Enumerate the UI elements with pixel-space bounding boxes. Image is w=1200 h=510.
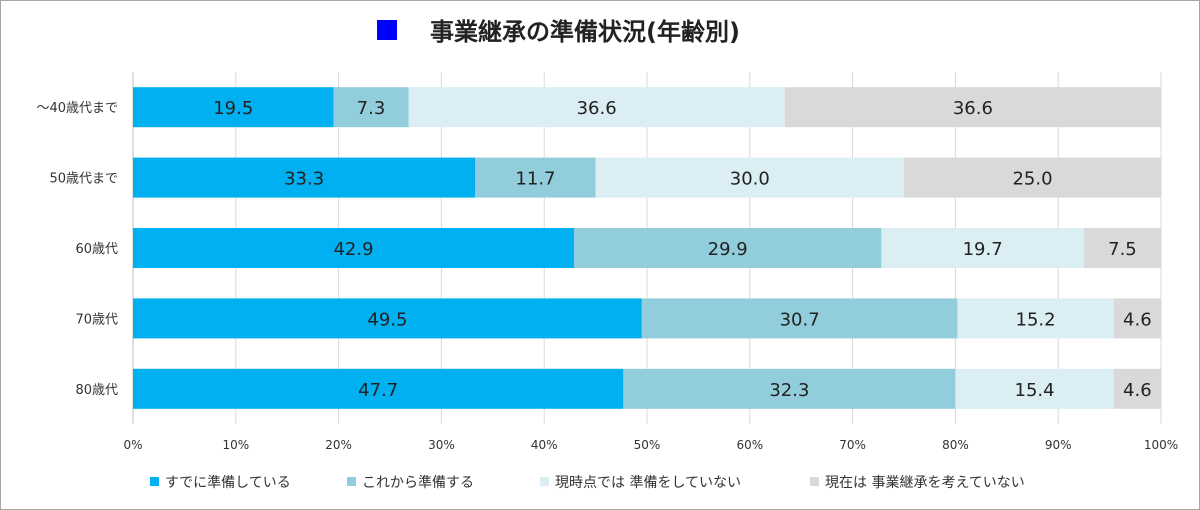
data-label: 7.3 bbox=[357, 98, 386, 119]
x-tick-label: 50% bbox=[634, 438, 661, 452]
bar-segment bbox=[784, 87, 1161, 128]
x-tick-label: 40% bbox=[531, 438, 558, 452]
data-label: 32.3 bbox=[769, 380, 809, 401]
bar-segment bbox=[133, 298, 642, 339]
legend-label: これから準備する bbox=[362, 475, 474, 491]
data-label: 42.9 bbox=[333, 239, 373, 260]
bar-segment bbox=[904, 157, 1161, 198]
data-label: 49.5 bbox=[367, 309, 407, 330]
title-marker bbox=[377, 20, 397, 40]
bar-segment bbox=[623, 368, 956, 409]
category-label: 70歳代 bbox=[75, 312, 118, 327]
bar-segment bbox=[133, 368, 624, 409]
legend-label: すでに準備している bbox=[165, 475, 291, 491]
data-label: 36.6 bbox=[577, 98, 617, 119]
data-label: 33.3 bbox=[284, 169, 324, 190]
bar-segment bbox=[408, 87, 785, 128]
x-tick-label: 80% bbox=[942, 438, 969, 452]
data-label: 15.2 bbox=[1016, 309, 1056, 330]
x-tick-label: 100% bbox=[1144, 438, 1178, 452]
legend-swatch bbox=[810, 477, 819, 486]
data-label: 11.7 bbox=[515, 169, 555, 190]
data-label: 4.6 bbox=[1123, 380, 1152, 401]
data-label: 7.5 bbox=[1108, 239, 1137, 260]
chart-title: 事業継承の準備状況(年齢別) bbox=[430, 18, 740, 46]
data-label: 19.5 bbox=[213, 98, 253, 119]
bar-segment bbox=[1113, 368, 1161, 409]
category-label: 80歳代 bbox=[75, 383, 118, 398]
x-tick-label: 0% bbox=[123, 438, 142, 452]
legend-swatch bbox=[347, 477, 356, 486]
bar-segment bbox=[955, 368, 1114, 409]
y-axis-labels: ～40歳代まで 50歳代まで 60歳代 70歳代 80歳代 bbox=[36, 101, 118, 398]
bar-segment bbox=[133, 157, 476, 198]
x-tick-label: 20% bbox=[325, 438, 352, 452]
data-label: 15.4 bbox=[1015, 380, 1055, 401]
legend-item: 現在は 事業継承を考えていない bbox=[810, 475, 1025, 491]
bar-segment bbox=[133, 228, 575, 268]
x-tick-label: 60% bbox=[736, 438, 763, 452]
bar-segment bbox=[595, 157, 904, 198]
x-tick-label: 10% bbox=[222, 438, 249, 452]
data-label: 47.7 bbox=[358, 380, 398, 401]
bar-segment bbox=[333, 87, 409, 128]
data-label: 29.9 bbox=[708, 239, 748, 260]
bar-segment bbox=[641, 298, 958, 339]
bar-segment bbox=[957, 298, 1114, 339]
chart-title-group: 事業継承の準備状況(年齢別) bbox=[377, 18, 740, 46]
data-label: 25.0 bbox=[1012, 169, 1052, 190]
legend-label: 現在は 事業継承を考えていない bbox=[825, 475, 1025, 491]
bar-segment bbox=[475, 157, 596, 198]
bar-segment bbox=[881, 228, 1084, 268]
data-label: 19.7 bbox=[963, 239, 1003, 260]
category-label: 60歳代 bbox=[75, 242, 118, 257]
legend-swatch bbox=[150, 477, 159, 486]
legend: すでに準備している これから準備する 現時点では 準備をしていない 現在は 事業継承を… bbox=[150, 475, 1025, 491]
x-tick-label: 70% bbox=[839, 438, 866, 452]
legend-item: すでに準備している bbox=[150, 475, 291, 491]
bar-segment bbox=[1113, 298, 1161, 339]
legend-label: 現時点では 準備をしていない bbox=[555, 475, 741, 491]
x-tick-label: 30% bbox=[428, 438, 455, 452]
legend-item: これから準備する bbox=[347, 475, 474, 491]
legend-item: 現時点では 準備をしていない bbox=[540, 475, 741, 491]
data-label: 4.6 bbox=[1123, 309, 1152, 330]
bar-segment bbox=[574, 228, 882, 268]
bars: 19.5 7.3 36.6 36.6 33.3 11.7 30.0 25.0 42.9 29.9 1… bbox=[133, 87, 1161, 409]
legend-swatch bbox=[540, 477, 549, 486]
data-label: 36.6 bbox=[953, 98, 993, 119]
x-tick-label: 90% bbox=[1045, 438, 1072, 452]
bar-segment bbox=[133, 87, 334, 128]
bar-segment bbox=[1083, 228, 1161, 268]
category-label: 50歳代まで bbox=[49, 172, 118, 187]
x-axis-labels: 0% 10% 20% 30% 40% 50% 60% 70% 80% 90% 100% bbox=[123, 438, 1178, 452]
category-label: ～40歳代まで bbox=[36, 101, 118, 116]
data-label: 30.0 bbox=[730, 169, 770, 190]
data-label: 30.7 bbox=[780, 309, 820, 330]
